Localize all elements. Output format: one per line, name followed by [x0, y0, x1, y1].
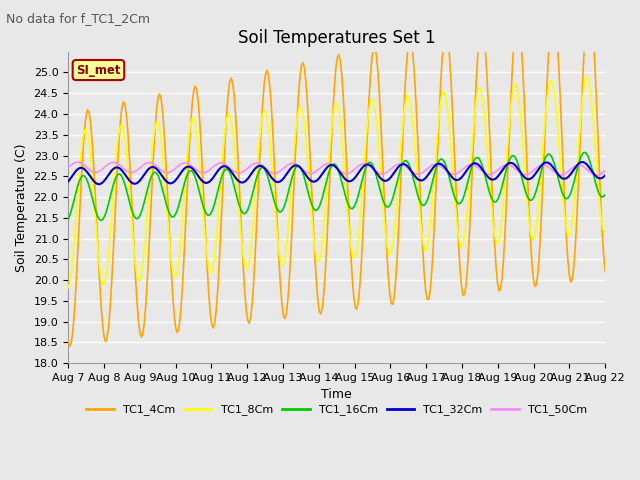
X-axis label: Time: Time [321, 388, 352, 401]
Text: SI_met: SI_met [76, 63, 121, 76]
Text: No data for f_TC1_2Cm: No data for f_TC1_2Cm [6, 12, 150, 25]
Legend: TC1_4Cm, TC1_8Cm, TC1_16Cm, TC1_32Cm, TC1_50Cm: TC1_4Cm, TC1_8Cm, TC1_16Cm, TC1_32Cm, TC… [82, 400, 591, 420]
Y-axis label: Soil Temperature (C): Soil Temperature (C) [15, 143, 28, 272]
Title: Soil Temperatures Set 1: Soil Temperatures Set 1 [238, 29, 435, 48]
